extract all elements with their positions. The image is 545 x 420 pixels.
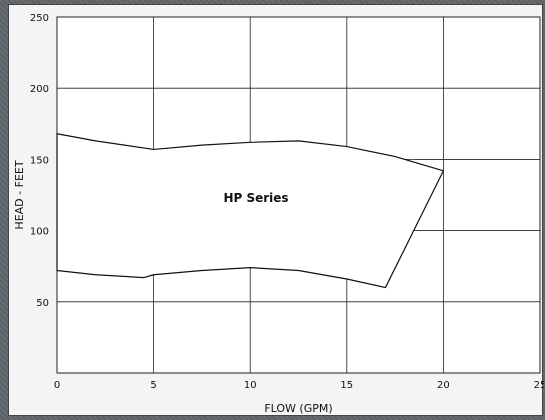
y-tick-label: 150 (30, 155, 49, 166)
x-tick-label: 25 (534, 380, 544, 391)
hp-series-envelope (56, 133, 444, 289)
x-tick-label: 10 (244, 380, 257, 391)
y-tick-label: 200 (30, 84, 49, 95)
y-tick-label: 100 (30, 227, 49, 238)
hp-series-region (56, 133, 540, 289)
x-axis-label: FLOW (GPM) (264, 402, 332, 415)
y-tick-labels: 50 100 150 200 250 (30, 13, 49, 309)
x-tick-label: 15 (340, 380, 353, 391)
chart-frame: 0 5 10 15 20 25 50 100 150 200 250 FLOW (GPM) HEA… (8, 4, 544, 416)
region-label: HP Series (223, 191, 288, 205)
chart-svg: 0 5 10 15 20 25 50 100 150 200 250 FLOW (GPM) HEA… (13, 13, 544, 415)
x-tick-label: 20 (437, 380, 450, 391)
y-tick-label: 50 (36, 298, 49, 309)
x-tick-label: 0 (54, 380, 60, 391)
x-tick-label: 5 (150, 380, 156, 391)
x-tick-labels: 0 5 10 15 20 25 (54, 380, 544, 391)
y-axis-label: HEAD - FEET (13, 160, 26, 229)
y-tick-label: 250 (30, 13, 49, 24)
